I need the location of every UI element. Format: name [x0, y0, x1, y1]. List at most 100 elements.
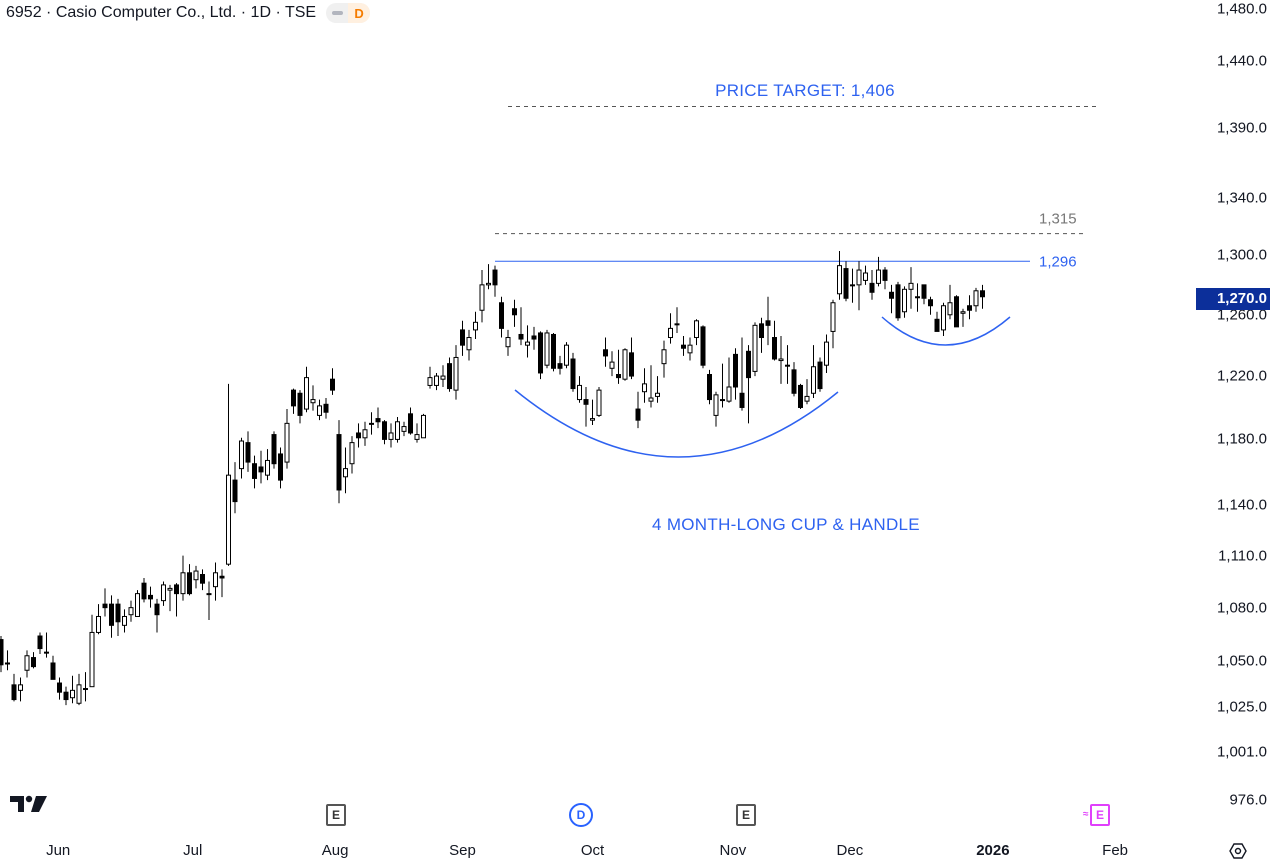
candle-body-down: [187, 572, 192, 595]
candle: [258, 450, 264, 484]
candle: [791, 362, 797, 397]
candle-body-down: [570, 358, 576, 390]
candle-body-up: [694, 320, 699, 339]
candle: [531, 326, 537, 350]
candle-body-up: [596, 389, 602, 416]
candle: [434, 372, 439, 391]
candle-body-up: [713, 394, 719, 416]
candle: [447, 357, 452, 392]
price-levels: [495, 105, 1097, 262]
candle: [102, 588, 108, 617]
candle-body-down: [791, 369, 797, 394]
candle-body-up: [369, 422, 374, 425]
candle: [564, 342, 569, 369]
minus-icon: [326, 3, 348, 23]
settings-gear-icon[interactable]: [1229, 842, 1247, 860]
candle: [635, 391, 641, 429]
candle-body-up: [440, 375, 446, 380]
candle: [440, 365, 446, 387]
candle-body-down: [934, 318, 940, 332]
candle-body-up: [655, 392, 660, 397]
candles: [0, 251, 985, 706]
tradingview-logo-icon[interactable]: [10, 794, 50, 814]
candle: [824, 334, 829, 373]
price-tick-label: 1,110.0: [1218, 547, 1267, 565]
candle-body-down: [174, 584, 179, 595]
candle-body-up: [453, 356, 459, 391]
earnings-event-icon[interactable]: E: [736, 804, 756, 826]
candle-body-up: [239, 440, 244, 470]
earnings-event-icon[interactable]: E: [326, 804, 346, 826]
price-tick-label: 1,001.0: [1216, 743, 1267, 761]
candle: [343, 447, 348, 494]
candle: [375, 407, 381, 429]
candle-body-up: [486, 282, 491, 286]
candle-body-up: [89, 631, 95, 688]
candle: [336, 420, 342, 504]
candle: [239, 437, 244, 479]
price-tick-label: 1,180.0: [1216, 430, 1267, 448]
price-tick-label: 1,050.0: [1216, 652, 1267, 670]
candle: [349, 436, 355, 474]
candle: [596, 386, 602, 417]
candle-body-down: [232, 479, 238, 503]
candle-body-down: [746, 350, 751, 379]
candle: [83, 672, 88, 702]
candle: [687, 337, 693, 361]
candle: [284, 409, 290, 469]
candle: [947, 284, 953, 320]
candle-body-up: [830, 302, 836, 332]
upcoming-earnings-event-icon[interactable]: ≈ E: [1083, 804, 1110, 826]
candle-body-down: [102, 603, 108, 609]
time-tick-label: Oct: [580, 842, 605, 859]
market-status-pill[interactable]: D: [326, 3, 371, 23]
candle-body-up: [674, 323, 680, 326]
candle: [297, 390, 303, 424]
candle-body-down: [115, 603, 121, 623]
candle-body-down: [512, 308, 517, 316]
candle-body-up: [213, 572, 218, 588]
candle: [161, 581, 166, 606]
candle: [869, 270, 875, 300]
candle-body-down: [50, 662, 56, 680]
candle-body-down: [499, 302, 504, 329]
price-tick-label: 1,300.0: [1216, 246, 1267, 264]
candle-body-down: [37, 635, 43, 650]
candle: [219, 569, 225, 598]
candle: [76, 673, 82, 706]
candle-body-up: [83, 688, 88, 691]
candle-body-down: [882, 269, 888, 281]
dividend-event-icon[interactable]: D: [569, 803, 593, 827]
candle: [895, 281, 901, 321]
candle: [271, 431, 277, 469]
candle-body-down: [869, 282, 875, 293]
candle: [980, 284, 985, 309]
candle: [388, 423, 394, 448]
candle: [317, 399, 322, 421]
candle-body-up: [96, 615, 101, 633]
candle-body-up: [648, 397, 654, 402]
candle-body-up: [661, 349, 667, 365]
candle: [57, 677, 62, 700]
candle-body-down: [700, 326, 706, 366]
candle: [707, 369, 712, 405]
candle: [577, 376, 582, 403]
candle-body-up: [856, 269, 862, 286]
candle-body-down: [772, 337, 777, 360]
candle-body-down: [583, 399, 589, 405]
candle: [310, 385, 316, 411]
symbol-title[interactable]: 6952 · Casio Computer Co., Ltd. · 1D · T…: [6, 4, 317, 21]
candle: [5, 650, 10, 671]
candle: [908, 267, 914, 309]
candle: [856, 261, 862, 311]
candle-body-up: [915, 296, 920, 299]
chart-header: 6952 · Casio Computer Co., Ltd. · 1D · T…: [6, 2, 371, 24]
candle-body-up: [720, 399, 725, 402]
candle-body-up: [343, 468, 348, 478]
candle-body-up: [427, 377, 433, 386]
candle-body-down: [63, 691, 69, 701]
last-price-badge: 1,270.0: [1196, 288, 1270, 310]
candle: [921, 284, 927, 305]
candle-body-down: [271, 434, 277, 465]
